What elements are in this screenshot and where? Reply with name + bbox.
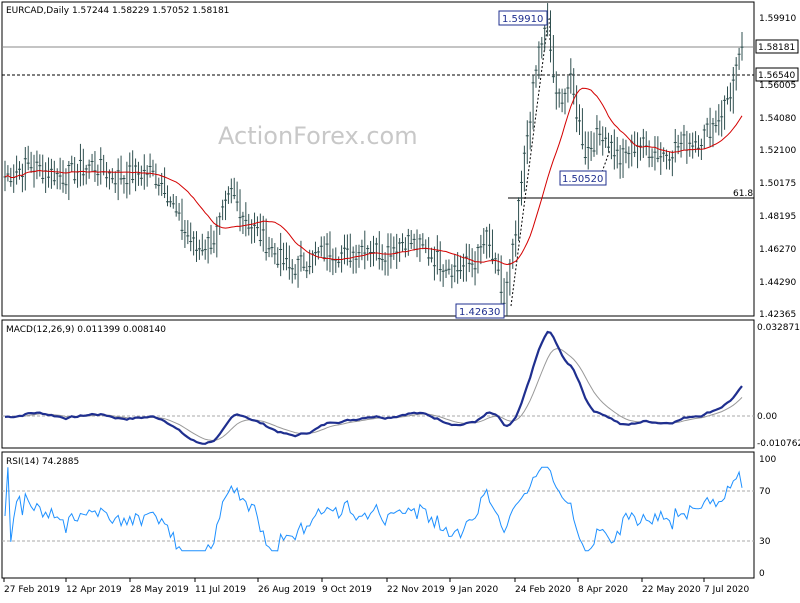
time-tick-label: 27 Feb 2019	[4, 585, 60, 595]
rsi-header: RSI(14) 74.2885	[6, 457, 79, 467]
high-tag-box	[498, 10, 548, 26]
time-axis: 27 Feb 2019 12 Apr 2019 28 May 2019 11 Jul …	[3, 578, 749, 595]
time-tick-label: 26 Aug 2019	[258, 585, 316, 595]
macd-tick-bottom: -0.010762	[757, 439, 800, 449]
price-tick-label: 1.48195	[759, 212, 796, 222]
price-tick-label: 1.42365	[759, 310, 796, 320]
time-tick-label: 22 Nov 2019	[387, 585, 445, 595]
watermark: ActionForex.com	[218, 122, 418, 150]
rsi-line	[4, 466, 743, 552]
macd-panel-frame	[1, 319, 755, 449]
time-tick-label: 28 May 2019	[130, 585, 189, 595]
low-tag-box	[455, 303, 505, 319]
time-tick-label: 9 Jan 2020	[450, 585, 498, 595]
rsi-tick-70: 70	[759, 487, 771, 497]
time-tick-label: 12 Apr 2019	[66, 585, 122, 595]
high-tag: 1.59910	[502, 14, 543, 25]
current-price-tag: 1.58181	[758, 43, 795, 53]
time-tick-label: 8 Apr 2020	[578, 585, 628, 595]
current-price-tag-box	[755, 39, 799, 54]
moving-average-line	[4, 87, 743, 266]
price-tick-label: 1.50175	[759, 179, 796, 189]
resistance-tag-box	[755, 67, 799, 82]
fib-label: 61.8	[733, 189, 753, 199]
price-tick-label: 1.54080	[759, 114, 796, 124]
time-tick-label: 24 Feb 2020	[515, 585, 571, 595]
price-axis: 1.59910 1.565401.56005 1.54080 1.52100 1.501…	[759, 14, 796, 320]
rsi-panel-frame	[1, 451, 755, 579]
rsi-tick-30: 30	[759, 537, 771, 547]
macd-tick-zero: 0.00	[757, 412, 777, 422]
macd-header: MACD(12,26,9) 0.011399 0.008140	[6, 325, 166, 335]
price-tick-label: 1.46270	[759, 245, 796, 255]
time-tick-label: 11 Jul 2019	[195, 585, 246, 595]
macd-line	[4, 330, 743, 445]
price-tick-label: 1.52100	[759, 146, 796, 156]
macd-signal-line	[4, 348, 743, 441]
pivot-tag: 1.50520	[562, 174, 603, 185]
price-panel-frame	[1, 1, 755, 317]
price-header: EURCAD,Daily 1.57244 1.58229 1.57052 1.5…	[6, 6, 229, 16]
macd-tick-top: 0.032871	[757, 323, 800, 333]
price-tick-label: 1.59910	[759, 14, 796, 24]
rsi-tick-0: 0	[759, 569, 765, 579]
time-tick-label: 7 Jul 2020	[704, 585, 749, 595]
resistance-tag: 1.56540	[758, 71, 795, 81]
price-tick-label: 1.56005	[759, 81, 796, 91]
time-tick-label: 22 May 2020	[642, 585, 701, 595]
price-tick-label: 1.44290	[759, 278, 796, 288]
pivot-tag-box	[559, 170, 607, 186]
time-tick-label: 9 Oct 2019	[322, 585, 372, 595]
rsi-tick-100: 100	[759, 455, 776, 465]
low-tag: 1.42630	[459, 307, 500, 318]
